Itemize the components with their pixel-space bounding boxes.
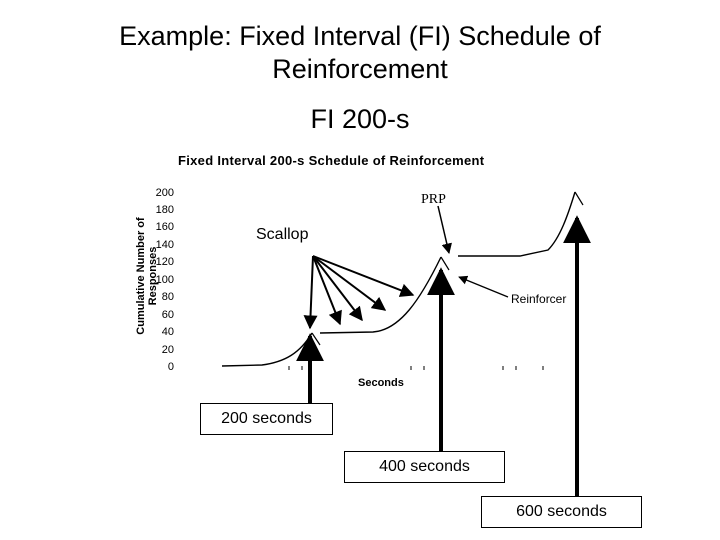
prp-arrow bbox=[437, 205, 452, 255]
reinforcer-mark bbox=[574, 191, 584, 206]
y-tick-20: 20 bbox=[161, 344, 174, 356]
y-tick-40: 40 bbox=[161, 326, 174, 338]
cumulative-record-curve bbox=[221, 332, 313, 367]
reinforcer-arrow bbox=[458, 275, 509, 298]
y-tick-140: 140 bbox=[155, 239, 174, 251]
y-tick-160: 160 bbox=[155, 221, 174, 233]
scallop-arrow bbox=[312, 255, 387, 311]
slide-title-line1: Example: Fixed Interval (FI) Schedule of bbox=[119, 21, 601, 51]
scallop-arrow bbox=[312, 255, 342, 326]
reinforcer-mark bbox=[440, 256, 450, 271]
y-tick-80: 80 bbox=[161, 291, 174, 303]
cumulative-record-curve bbox=[458, 191, 576, 257]
scallop-label: Scallop bbox=[256, 226, 309, 243]
x-axis-label: Seconds bbox=[358, 377, 404, 389]
box-600-seconds: 600 seconds bbox=[481, 496, 642, 528]
slide-title: Example: Fixed Interval (FI) Schedule of… bbox=[60, 20, 660, 86]
y-tick-120: 120 bbox=[155, 256, 174, 268]
scallop-arrow bbox=[312, 255, 415, 297]
y-tick-180: 180 bbox=[155, 204, 174, 216]
box-200-seconds: 200 seconds bbox=[200, 403, 333, 435]
scallop-arrow bbox=[312, 255, 363, 322]
y-tick-60: 60 bbox=[161, 309, 174, 321]
reinforcer-label: Reinforcer bbox=[511, 292, 567, 306]
slide-subtitle: FI 200-s bbox=[310, 104, 410, 134]
scallop-arrow bbox=[303, 255, 318, 330]
box-400-seconds: 400 seconds bbox=[344, 451, 505, 483]
y-tick-100: 100 bbox=[155, 274, 174, 286]
y-tick-200: 200 bbox=[155, 187, 174, 199]
y-tick-0: 0 bbox=[167, 361, 174, 373]
reinforcer-mark bbox=[311, 332, 321, 346]
prp-label: PRP bbox=[421, 192, 446, 207]
slide-title-line2: Reinforcement bbox=[272, 54, 448, 84]
chart-title: Fixed Interval 200-s Schedule of Reinfor… bbox=[178, 153, 485, 168]
